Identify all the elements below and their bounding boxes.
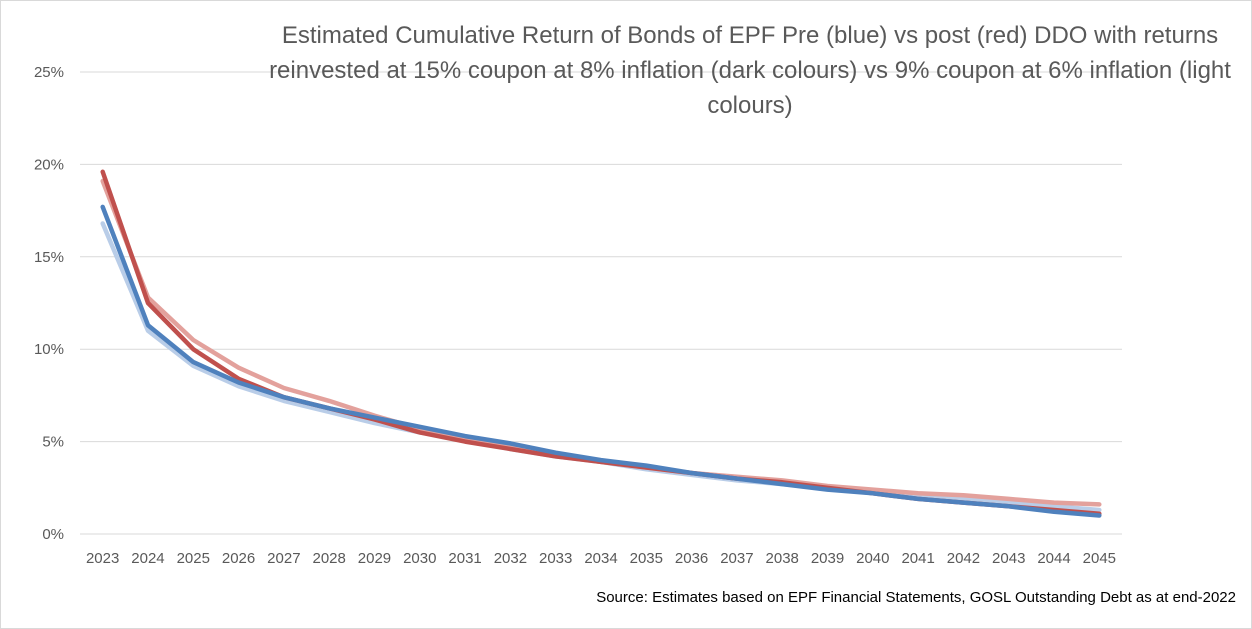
x-tick-label: 2042 bbox=[947, 550, 980, 567]
y-tick-label: 15% bbox=[34, 249, 64, 266]
series-line-4 bbox=[100, 204, 1102, 518]
y-axis-ticks: 0% 5% 10% 15% 20% 25% bbox=[34, 64, 64, 543]
x-tick-label: 2036 bbox=[675, 550, 708, 567]
y-tick-label: 20% bbox=[34, 156, 64, 173]
y-tick-label: 0% bbox=[42, 526, 64, 543]
source-note: Source: Estimates based on EPF Financial… bbox=[596, 589, 1236, 606]
x-tick-label: 2029 bbox=[358, 550, 391, 567]
series-line-2 bbox=[100, 178, 1102, 507]
y-tick-label: 25% bbox=[34, 64, 64, 81]
x-tick-label: 2023 bbox=[86, 550, 119, 567]
x-tick-label: 2031 bbox=[448, 550, 481, 567]
x-tick-label: 2030 bbox=[403, 550, 436, 567]
x-tick-label: 2033 bbox=[539, 550, 572, 567]
x-tick-label: 2039 bbox=[811, 550, 844, 567]
x-tick-label: 2026 bbox=[222, 550, 255, 567]
x-tick-label: 2027 bbox=[267, 550, 300, 567]
y-tick-label: 10% bbox=[34, 341, 64, 358]
x-tick-label: 2032 bbox=[494, 550, 527, 567]
series-line-3 bbox=[100, 169, 1102, 516]
gridlines bbox=[80, 71, 1122, 535]
x-tick-label: 2028 bbox=[312, 550, 345, 567]
x-tick-label: 2037 bbox=[720, 550, 753, 567]
chart-title: Estimated Cumulative Return of Bonds of … bbox=[269, 22, 1231, 119]
x-tick-label: 2025 bbox=[177, 550, 210, 567]
x-tick-label: 2045 bbox=[1083, 550, 1116, 567]
x-tick-label: 2038 bbox=[766, 550, 799, 567]
x-tick-label: 2043 bbox=[992, 550, 1025, 567]
x-tick-label: 2024 bbox=[131, 550, 164, 567]
y-tick-label: 5% bbox=[42, 434, 64, 451]
x-axis-ticks: 2023 2024 2025 2026 2027 2028 2029 2030 2031 2032… bbox=[86, 550, 1116, 567]
series-line-1 bbox=[100, 221, 1102, 513]
x-tick-label: 2040 bbox=[856, 550, 889, 567]
x-tick-label: 2044 bbox=[1037, 550, 1070, 567]
x-tick-label: 2034 bbox=[584, 550, 617, 567]
series-lines bbox=[100, 169, 1102, 518]
x-tick-label: 2041 bbox=[901, 550, 934, 567]
x-tick-label: 2035 bbox=[630, 550, 663, 567]
